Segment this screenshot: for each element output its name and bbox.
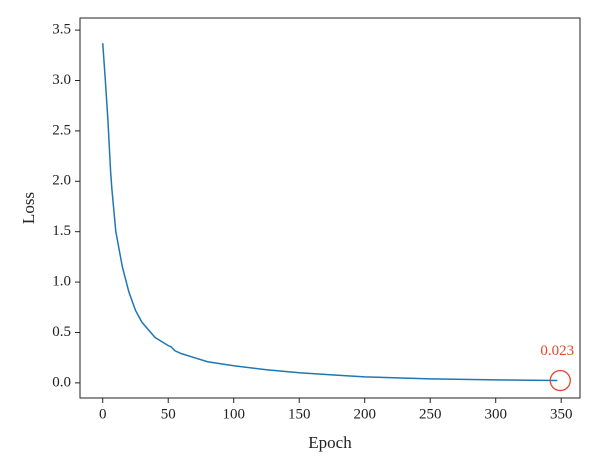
y-tick-label: 2.5 <box>52 122 71 138</box>
y-tick-label: 3.5 <box>52 22 71 38</box>
x-tick-label: 0 <box>99 406 107 422</box>
x-tick-label: 150 <box>288 406 311 422</box>
x-tick-label: 250 <box>419 406 442 422</box>
y-tick-label: 0.5 <box>52 324 71 340</box>
x-tick-label: 200 <box>353 406 376 422</box>
x-axis-label: Epoch <box>308 433 352 452</box>
x-tick-label: 100 <box>222 406 245 422</box>
x-tick-label: 350 <box>550 406 573 422</box>
y-tick-label: 1.0 <box>52 274 71 290</box>
y-tick-label: 1.5 <box>52 223 71 239</box>
y-tick-label: 3.0 <box>52 72 71 88</box>
x-tick-label: 50 <box>161 406 176 422</box>
y-axis-label: Loss <box>19 192 38 224</box>
loss-line <box>101 43 558 382</box>
annotation-text: 0.023 <box>540 343 574 359</box>
x-tick-label: 300 <box>484 406 507 422</box>
y-tick-label: 2.0 <box>52 173 71 189</box>
plot-frame <box>79 17 581 399</box>
annotation-circle <box>549 369 571 392</box>
y-tick-label: 0.0 <box>52 374 71 390</box>
